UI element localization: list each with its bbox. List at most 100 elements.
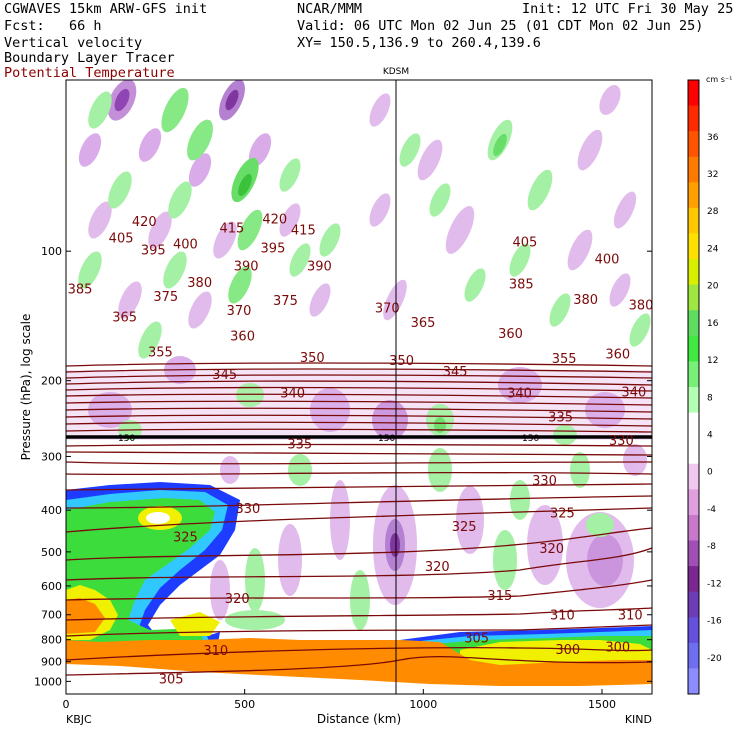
x-tick-label: 0	[63, 698, 70, 711]
theta-label: 360	[605, 348, 630, 363]
colorbar-swatch	[688, 182, 699, 209]
y-tick-label: 300	[41, 450, 62, 463]
theta-label: 380	[187, 276, 212, 291]
theta-label: 385	[509, 278, 534, 293]
theta-label: 385	[68, 282, 93, 297]
xy-range: XY= 150.5,136.9 to 260.4,139.6	[297, 35, 541, 51]
theta-label: 395	[261, 241, 286, 256]
y-tick-label: 700	[41, 609, 62, 622]
theta-label: 325	[173, 530, 198, 545]
colorbar-label: 8	[707, 393, 713, 403]
theta-label: 400	[173, 238, 198, 253]
colorbar-swatch	[688, 438, 699, 465]
theta-label: 330	[236, 502, 261, 517]
colorbar-swatch	[688, 642, 699, 669]
theta-label: 360	[498, 327, 523, 342]
theta-label: 375	[273, 294, 298, 309]
y-axis: 100 200 300 400 500 600 700 800 900 1000	[34, 245, 652, 688]
colorbar-swatch	[688, 489, 699, 516]
colorbar-swatch	[688, 105, 699, 132]
colorbar-swatch	[688, 591, 699, 618]
y-tick-label: 100	[41, 245, 62, 258]
theta-label: 340	[507, 386, 532, 401]
theta-label: 375	[153, 290, 178, 305]
colorbar-label: 20	[707, 282, 719, 292]
theta-label: 420	[262, 213, 287, 228]
theta-label: 305	[464, 631, 489, 646]
colorbar-swatch	[688, 412, 699, 439]
colorbar-label: -8	[707, 542, 716, 552]
colorbar-swatch	[688, 540, 699, 567]
colorbar-label: -20	[707, 654, 722, 664]
colorbar-unit: cm s⁻¹	[706, 75, 732, 84]
x-tick-label: 1000	[409, 698, 437, 711]
y-tick-label: 600	[41, 580, 62, 593]
colorbar-swatch	[688, 387, 699, 414]
field-tracer: Boundary Layer Tracer	[4, 50, 175, 66]
tropopause-label-east: 150	[522, 434, 539, 444]
theta-label: 360	[230, 329, 255, 344]
colorbar-swatch	[688, 259, 699, 286]
colorbar-swatch	[688, 207, 699, 234]
y-tick-label: 1000	[34, 675, 62, 688]
theta-label: 320	[425, 560, 450, 575]
colorbar-swatch	[688, 463, 699, 490]
theta-label: 310	[203, 644, 228, 659]
colorbar-swatch	[688, 335, 699, 362]
theta-label: 355	[552, 352, 577, 367]
theta-label: 350	[300, 351, 325, 366]
theta-label: 350	[389, 354, 414, 369]
colorbar-label: -16	[707, 617, 722, 627]
theta-label: 370	[227, 304, 252, 319]
init-time: Init: 12 UTC Fri 30 May 25	[522, 1, 734, 17]
theta-label: 325	[550, 506, 575, 521]
theta-label: 405	[512, 236, 537, 251]
colorbar-label: 24	[707, 244, 719, 254]
colorbar-swatch	[688, 233, 699, 260]
y-tick-label: 500	[41, 546, 62, 559]
theta-label: 315	[487, 589, 512, 604]
theta-label: 355	[148, 345, 173, 360]
theta-label: 345	[212, 368, 237, 383]
colorbar-label: 4	[707, 431, 713, 441]
colorbar-label: -12	[707, 579, 722, 589]
theta-label: 405	[109, 232, 134, 247]
colorbar-label: 12	[707, 356, 718, 366]
colorbar-swatch	[688, 80, 699, 107]
colorbar-label: 28	[707, 207, 719, 217]
x-tick-label: 500	[234, 698, 255, 711]
theta-label: 340	[621, 386, 646, 401]
y-tick-label: 400	[41, 504, 62, 517]
y-tick-label: 800	[41, 634, 62, 647]
colorbar-label: 16	[707, 319, 719, 329]
y-axis-label: Pressure (hPa), log scale	[19, 314, 33, 461]
colorbar-label: 0	[707, 468, 713, 478]
theta-contours	[66, 362, 652, 676]
theta-label: 305	[159, 673, 184, 688]
valid-time: Valid: 06 UTC Mon 02 Jun 25 (01 CDT Mon …	[297, 18, 704, 34]
theta-label: 415	[219, 221, 244, 236]
tropopause-label-center: 150	[378, 434, 395, 444]
theta-label: 330	[532, 474, 557, 489]
vertical-velocity-field: 420 405 395 400 415 420 395 415 390 385 375 380 375 3…	[66, 80, 652, 694]
colorbar-swatch	[688, 617, 699, 644]
y-tick-label: 200	[41, 375, 62, 388]
theta-label: 335	[287, 438, 312, 453]
theta-label: 320	[225, 592, 250, 607]
theta-label: 325	[452, 520, 477, 535]
theta-label: 365	[112, 311, 137, 326]
colorbar-swatch	[688, 566, 699, 593]
theta-label: 330	[609, 434, 634, 449]
theta-label: 300	[555, 643, 580, 658]
colorbar: 36 32 28 24 20 16 12 8 4 0 -4 -8 -12 -16 -20	[687, 79, 722, 695]
theta-label: 390	[234, 260, 259, 275]
theta-label: 310	[618, 609, 643, 624]
field-vertical-velocity: Vertical velocity	[4, 35, 143, 51]
x-axis-label: Distance (km)	[317, 712, 401, 726]
plot-frame	[65, 79, 653, 695]
theta-label: 320	[539, 542, 564, 557]
x-end-label-east: KIND	[625, 713, 652, 726]
chart-title: KDSM	[383, 67, 409, 77]
colorbar-swatch	[688, 156, 699, 183]
